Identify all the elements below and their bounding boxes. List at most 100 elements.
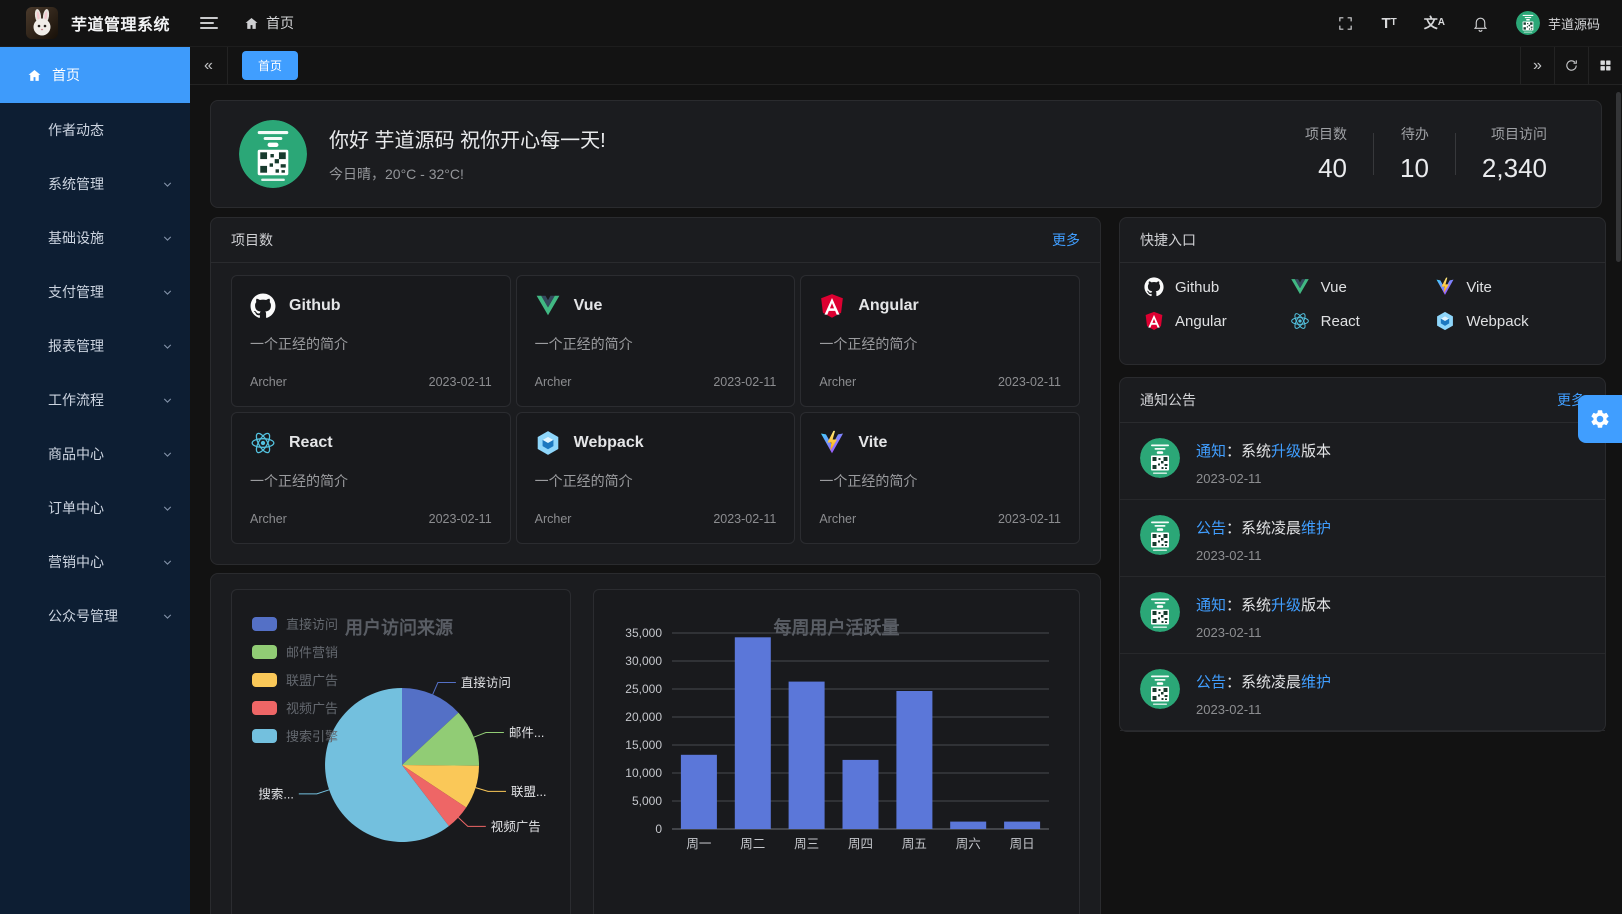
svg-text:周日: 周日 [1010,837,1035,851]
main-content: 你好 芋道源码 祝你开心每一天! 今日晴，20°C - 32°C! 项目数 40… [190,85,1622,914]
projects-card-title: 项目数 [231,232,273,248]
shortcut-angular[interactable]: Angular [1144,311,1290,331]
sidebar-item-6[interactable]: 商品中心 [0,427,190,481]
sidebar-item-4[interactable]: 报表管理 [0,319,190,373]
stat-divider [1454,133,1456,175]
svg-text:周一: 周一 [686,837,711,851]
bell-icon[interactable] [1472,15,1489,32]
svg-text:直接访问: 直接访问 [461,675,511,690]
charts-card: 直接访问 邮件营销 联盟广告 视频广告 搜索引擎 用户访问来源 直接访问 邮件..… [210,573,1101,914]
stat-value: 10 [1400,153,1429,183]
pie-legend[interactable]: 直接访问 邮件营销 联盟广告 视频广告 搜索引擎 [252,614,338,745]
sidebar-item-0[interactable]: 作者动态 [0,103,190,157]
notice-title: 通知：系统升级版本 [1196,443,1332,460]
collapse-menu-icon[interactable] [196,13,222,33]
stat-1: 待办 10 [1374,124,1455,184]
notice-item-1[interactable]: 公告：系统凌晨维护 2023-02-11 [1120,500,1605,577]
sidebar-item-label: 工作流程 [48,392,104,408]
bar-chart: 0 5,000 10,000 15,000 20,000 25,000 30,000 35,0… [625,626,1049,851]
project-card-angular[interactable]: Angular 一个正经的简介 Archer 2023-02-11 [800,275,1080,407]
project-date: 2023-02-11 [713,512,777,526]
project-card-vue[interactable]: Vue 一个正经的简介 Archer 2023-02-11 [515,275,796,407]
shortcut-label: Vue [1320,278,1347,296]
project-card-webpack[interactable]: Webpack 一个正经的简介 Archer 2023-02-11 [515,412,796,544]
settings-gear-button[interactable] [1578,395,1622,443]
legend-label: 联盟广告 [286,673,339,688]
sidebar-item-label: 订单中心 [48,500,104,516]
sidebar-item-label: 商品中心 [48,446,104,462]
tab-home[interactable]: 首页 [242,51,299,80]
scrollbar[interactable] [1616,92,1621,262]
tabs-scroll-left-icon[interactable]: « [190,46,228,85]
sidebar-item-9[interactable]: 公众号管理 [0,589,190,643]
shortcut-vite[interactable]: Vite [1435,277,1581,297]
angular-icon [1144,311,1164,331]
svg-text:35,000: 35,000 [625,626,662,640]
notice-date: 2023-02-11 [1196,548,1262,563]
shortcut-webpack[interactable]: Webpack [1435,311,1581,331]
notice-date: 2023-02-11 [1196,702,1262,717]
refresh-icon[interactable] [1554,46,1588,85]
home-icon [27,68,42,83]
svg-text:20,000: 20,000 [625,710,662,724]
project-author: Archer [534,512,572,526]
shortcut-vue[interactable]: Vue [1290,277,1436,297]
project-author: Archer [819,375,857,389]
svg-text:10,000: 10,000 [625,766,662,780]
sidebar-item-home[interactable]: 首页 [0,47,190,103]
legend-item-0[interactable]: 直接访问 [252,614,338,633]
sidebar-item-5[interactable]: 工作流程 [0,373,190,427]
notice-title: 公告：系统凌晨维护 [1196,520,1332,537]
shortcut-react[interactable]: React [1290,311,1436,331]
project-author: Archer [250,375,287,389]
project-card-vite[interactable]: Vite 一个正经的简介 Archer 2023-02-11 [800,412,1080,544]
tabs-scroll-right-icon[interactable]: » [1520,46,1554,85]
webpack-icon [535,430,561,456]
legend-item-2[interactable]: 联盟广告 [252,670,338,689]
stat-value: 40 [1318,153,1347,183]
sidebar-item-7[interactable]: 订单中心 [0,481,190,535]
project-name: React [289,434,333,451]
legend-item-3[interactable]: 视频广告 [252,698,338,717]
pie-chart-card: 直接访问 邮件营销 联盟广告 视频广告 搜索引擎 用户访问来源 直接访问 邮件..… [231,589,571,914]
notice-item-2[interactable]: 通知：系统升级版本 2023-02-11 [1120,577,1605,654]
legend-item-4[interactable]: 搜索引擎 [252,726,338,745]
username: 芋道源码 [1547,16,1600,32]
project-card-react[interactable]: React 一个正经的简介 Archer 2023-02-11 [231,412,511,544]
fullscreen-icon[interactable] [1337,15,1354,32]
svg-text:周五: 周五 [902,837,927,851]
shortcuts-card: 快捷入口 Github Vue Vite Angular React Webpa… [1119,217,1606,365]
stat-2: 项目访问 2,340 [1456,124,1573,184]
legend-swatch [252,728,277,743]
legend-item-1[interactable]: 邮件营销 [252,642,338,661]
project-card-github[interactable]: Github 一个正经的简介 Archer 2023-02-11 [231,275,511,407]
chevron-down-icon [161,502,174,515]
project-desc: 一个正经的简介 [819,336,918,352]
chevron-down-icon [161,394,174,407]
greeting-text: 你好 芋道源码 祝你开心每一天! [329,130,606,152]
stats: 项目数 40 待办 10 项目访问 2,340 [1279,124,1573,184]
chevron-down-icon [161,232,174,245]
shortcuts-card-title: 快捷入口 [1140,232,1196,248]
shortcut-github[interactable]: Github [1144,277,1290,297]
user-avatar [1515,11,1540,35]
app-logo[interactable] [26,7,58,39]
sidebar-item-1[interactable]: 系统管理 [0,157,190,211]
sidebar-item-2[interactable]: 基础设施 [0,211,190,265]
project-desc: 一个正经的简介 [250,336,348,352]
sidebar-item-label: 支付管理 [48,284,104,300]
notice-item-3[interactable]: 公告：系统凌晨维护 2023-02-11 [1120,654,1605,731]
svg-text:周二: 周二 [740,837,765,851]
webpack-icon [1435,311,1455,331]
projects-more-link[interactable]: 更多 [1052,232,1080,248]
sidebar-item-8[interactable]: 营销中心 [0,535,190,589]
user-menu[interactable]: 芋道源码 [1515,11,1600,35]
layout-grid-icon[interactable] [1588,46,1622,85]
sidebar-item-label: 公众号管理 [48,608,118,624]
breadcrumb[interactable]: 首页 [244,13,294,33]
sidebar-item-3[interactable]: 支付管理 [0,265,190,319]
notice-item-0[interactable]: 通知：系统升级版本 2023-02-11 [1120,423,1605,500]
tab-bar: « 首页 » [190,46,1622,85]
